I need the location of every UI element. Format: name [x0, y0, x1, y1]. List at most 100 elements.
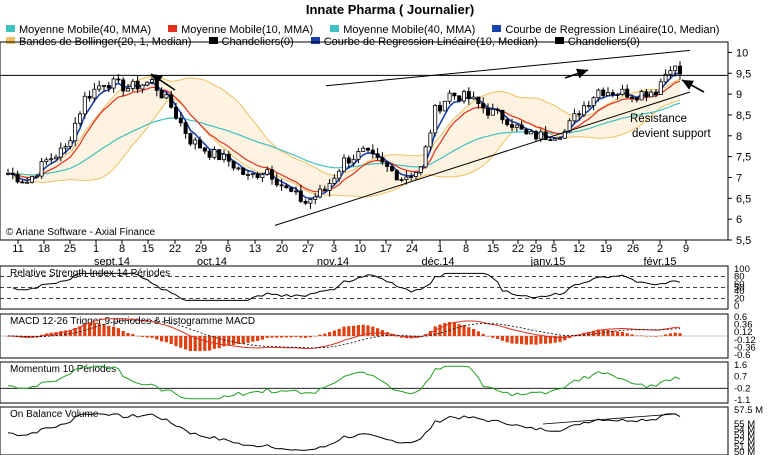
x-tick-label: 10 — [354, 243, 366, 255]
macd-histogram-bar — [625, 333, 629, 336]
macd-histogram-bar — [136, 335, 140, 337]
macd-histogram-bar — [155, 336, 159, 340]
legend-swatch-icon — [310, 37, 320, 44]
candle-body — [596, 89, 601, 99]
candle-body — [58, 147, 63, 158]
macd-histogram-bar — [241, 336, 245, 344]
candle-body — [217, 149, 222, 161]
macd-histogram-bar — [534, 336, 538, 345]
indicator-tick-label: 50 — [734, 283, 745, 294]
candle-body — [269, 169, 274, 180]
macd-histogram-bar — [208, 336, 212, 351]
candle-body — [29, 175, 34, 183]
macd-histogram-bar — [472, 328, 476, 336]
macd-histogram-bar — [92, 322, 96, 336]
x-tick-label: 8 — [463, 243, 469, 255]
legend-swatch-icon — [6, 25, 15, 32]
indicator-tick-label: -0.36 — [734, 342, 756, 353]
candle-body — [140, 84, 145, 90]
macd-histogram-bar — [318, 334, 322, 336]
macd-histogram-bar — [366, 325, 370, 336]
candle-body — [97, 85, 102, 90]
macd-histogram-bar — [174, 336, 178, 347]
macd-histogram-bar — [188, 336, 192, 352]
candle-body — [634, 97, 639, 101]
candle-body — [87, 95, 92, 99]
macd-histogram-bar — [88, 323, 92, 336]
macd-histogram-bar — [649, 336, 653, 337]
x-tick-label: 19 — [600, 243, 612, 255]
candle-body — [145, 81, 150, 86]
legend-swatch-icon — [492, 25, 502, 32]
macd-histogram-bar — [102, 324, 106, 336]
candle-body — [274, 178, 279, 186]
annotation-text: devient support — [632, 128, 711, 140]
macd-histogram-bar — [337, 328, 341, 336]
candle-body — [485, 107, 490, 116]
macd-histogram-bar — [126, 333, 130, 336]
candle-body — [476, 96, 481, 104]
x-tick-label: 6 — [225, 243, 231, 255]
y-tick-label: 7 — [736, 172, 742, 184]
macd-histogram-bar — [443, 323, 447, 336]
indicator-tick-label: 0.36 — [734, 320, 753, 331]
candle-body — [615, 94, 620, 96]
macd-histogram-bar — [246, 336, 250, 343]
x-tick-label: 9 — [683, 243, 689, 255]
macd-histogram-bar — [236, 336, 240, 345]
candle-body — [399, 179, 404, 181]
x-tick-label: 8 — [119, 243, 125, 255]
legend-item: Moyenne Mobile(40, MMA) — [6, 24, 151, 36]
macd-histogram-bar — [198, 336, 202, 352]
macd-histogram-bar — [587, 331, 591, 336]
candle-body — [164, 94, 169, 99]
indicator-tick-label: 52 M — [734, 436, 755, 447]
macd-histogram-bar — [548, 336, 552, 344]
x-month-label: janv.15 — [530, 256, 566, 268]
macd-histogram-bar — [121, 330, 125, 336]
x-tick-label: 3 — [331, 243, 337, 255]
candle-body — [126, 88, 131, 92]
macd-histogram-bar — [73, 327, 77, 336]
candle-body — [337, 170, 342, 179]
candle-body — [44, 159, 49, 162]
macd-histogram-bar — [169, 336, 173, 345]
candle-body — [82, 95, 87, 115]
annotation-text: Résistance — [630, 113, 687, 125]
candle-body — [572, 113, 577, 122]
x-tick-label: 25 — [64, 243, 76, 255]
candle-body — [649, 91, 654, 98]
chart-title: Innate Pharma ( Journalier) — [305, 2, 475, 17]
macd-histogram-bar — [640, 335, 644, 337]
candle-body — [303, 201, 308, 204]
candle-body — [538, 131, 543, 140]
macd-histogram-bar — [376, 328, 380, 336]
candle-body — [54, 156, 59, 160]
y-tick-label: 7,5 — [736, 152, 751, 164]
candle-body — [293, 190, 298, 193]
macd-histogram-bar — [270, 336, 274, 338]
candle-body — [606, 92, 611, 96]
macd-histogram-bar — [596, 329, 600, 336]
candle-body — [620, 88, 625, 95]
macd-histogram-bar — [635, 335, 639, 337]
x-month-label: sept.14 — [94, 256, 130, 268]
indicator-panel-frame — [0, 406, 729, 455]
legend-label: Courbe de Regression Linéaire(10, Median… — [505, 24, 720, 36]
candle-body — [452, 92, 457, 97]
candle-body — [389, 166, 394, 171]
candle-body — [231, 160, 236, 169]
momentum-line — [7, 365, 681, 400]
macd-histogram-bar — [496, 336, 500, 339]
y-tick-label: 9,5 — [736, 68, 751, 80]
indicator-tick-label: 60 — [734, 279, 745, 290]
candle-body — [562, 130, 567, 139]
x-tick-label: 11 — [12, 243, 23, 255]
support-trend-line — [274, 91, 691, 226]
macd-histogram-bar — [630, 334, 634, 336]
macd-histogram-bar — [232, 336, 236, 345]
candle-body — [514, 124, 519, 128]
candle-body — [437, 105, 442, 112]
candle-body — [284, 185, 289, 189]
